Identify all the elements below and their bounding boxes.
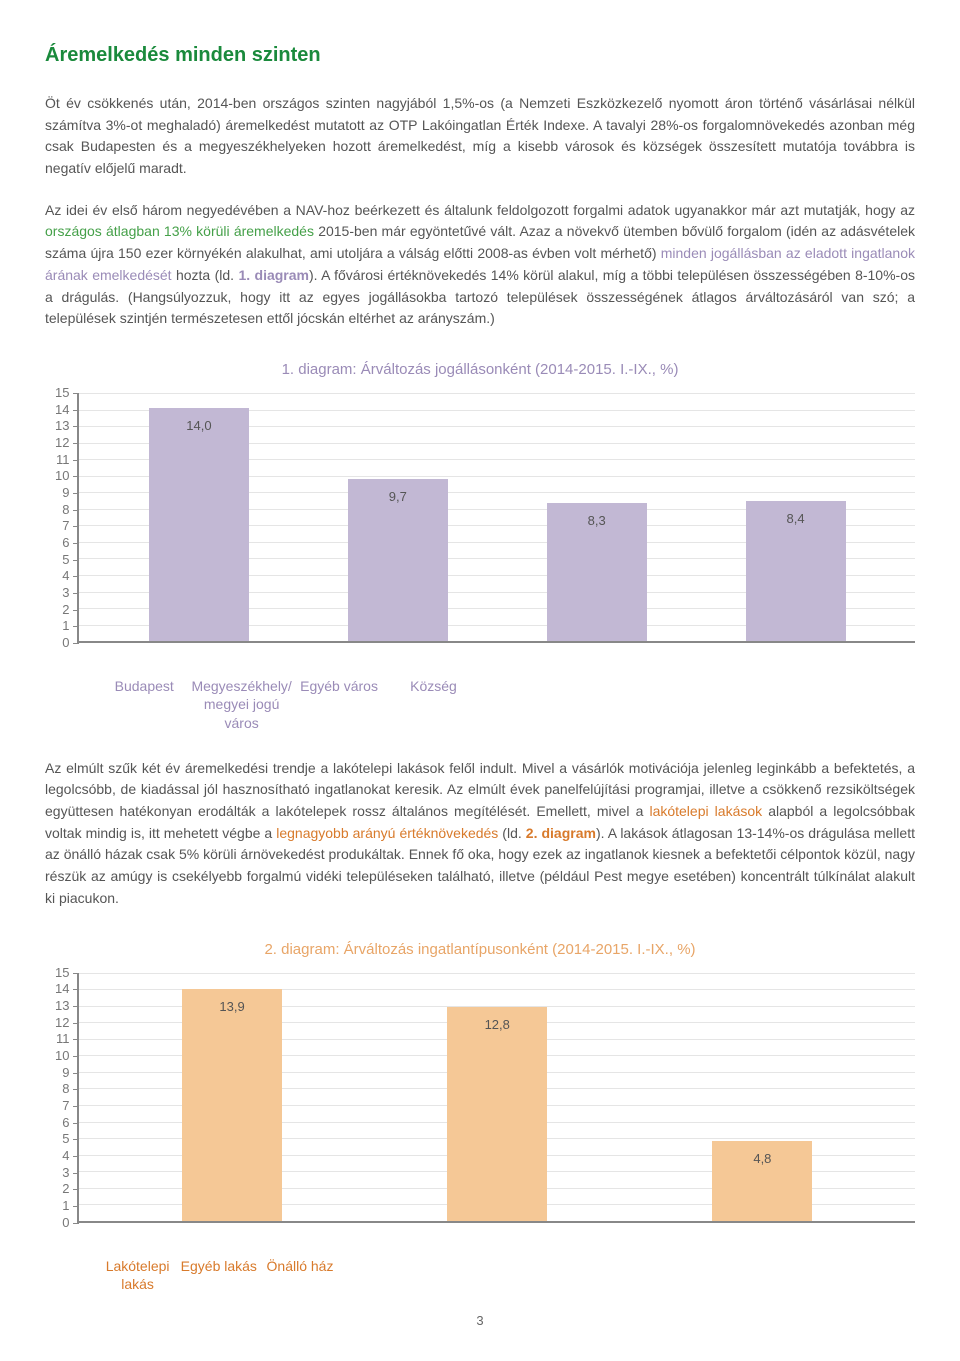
highlight-green: országos átlagban 13% körüli áremelkedés — [45, 223, 314, 239]
page-title: Áremelkedés minden szinten — [45, 40, 915, 71]
diagram-reference: 1. diagram — [238, 267, 309, 283]
chart1-x-labels: BudapestMegyeszékhely/ megyei jogú város… — [77, 671, 501, 732]
x-tick-label: Község — [386, 677, 480, 732]
chart-bar: 8,4 — [746, 501, 846, 641]
chart-bar: 12,8 — [447, 1007, 547, 1220]
x-tick-label: Megyeszékhely/ megyei jogú város — [191, 677, 291, 732]
chart2-title: 2. diagram: Árváltozás ingatlantípusonké… — [45, 938, 915, 961]
x-tick-label: Önálló ház — [259, 1257, 340, 1293]
bar-value-label: 8,4 — [746, 509, 846, 529]
text-span: (ld. — [498, 825, 525, 841]
chart-bar: 13,9 — [182, 989, 282, 1221]
chart2-x-labels: Lakótelepi lakásEgyéb lakásÖnálló ház — [77, 1251, 361, 1293]
text-span: Az idei év első három negyedévében a NAV… — [45, 202, 915, 218]
chart1-x-axis: BudapestMegyeszékhely/ megyei jogú város… — [45, 671, 915, 732]
bar-value-label: 12,8 — [447, 1015, 547, 1035]
chart-bar: 8,3 — [547, 503, 647, 641]
paragraph-3: Az elmúlt szűk két év áremelkedési trend… — [45, 758, 915, 910]
chart2: 1514131211109876543210 13,9 12,8 4,8 — [45, 973, 915, 1223]
bar-value-label: 13,9 — [182, 997, 282, 1017]
chart2-y-axis: 1514131211109876543210 — [55, 973, 77, 1223]
chart1-title: 1. diagram: Árváltozás jogállásonként (2… — [45, 358, 915, 381]
chart1-y-axis: 1514131211109876543210 — [55, 393, 77, 643]
paragraph-1: Öt év csökkenés után, 2014-ben országos … — [45, 93, 915, 180]
x-tick-label: Budapest — [97, 677, 191, 732]
chart2-bars: 13,9 12,8 4,8 — [79, 973, 915, 1221]
diagram-reference: 2. diagram — [526, 825, 596, 841]
chart1-plot: 14,0 9,7 8,3 8,4 — [77, 393, 915, 643]
chart2-x-axis: Lakótelepi lakásEgyéb lakásÖnálló ház — [45, 1251, 915, 1293]
bar-value-label: 9,7 — [348, 487, 448, 507]
text-span: hozta (ld. — [172, 267, 239, 283]
chart1-bars: 14,0 9,7 8,3 8,4 — [79, 393, 915, 641]
bar-value-label: 14,0 — [149, 416, 249, 436]
chart-bar: 14,0 — [149, 408, 249, 641]
bar-value-label: 8,3 — [547, 511, 647, 531]
bar-value-label: 4,8 — [712, 1149, 812, 1169]
x-tick-label: Egyéb lakás — [178, 1257, 259, 1293]
chart-bar: 4,8 — [712, 1141, 812, 1221]
page-number: 3 — [45, 1311, 915, 1331]
paragraph-2: Az idei év első három negyedévében a NAV… — [45, 200, 915, 330]
x-tick-label: Egyéb város — [292, 677, 386, 732]
highlight-orange: legnagyobb arányú értéknövekedés — [276, 825, 498, 841]
highlight-orange: lakótelepi lakások — [649, 803, 762, 819]
chart1: 1514131211109876543210 14,0 9,7 8,3 8,4 — [45, 393, 915, 643]
chart-bar: 9,7 — [348, 479, 448, 641]
x-tick-label: Lakótelepi lakás — [97, 1257, 178, 1293]
chart2-plot: 13,9 12,8 4,8 — [77, 973, 915, 1223]
